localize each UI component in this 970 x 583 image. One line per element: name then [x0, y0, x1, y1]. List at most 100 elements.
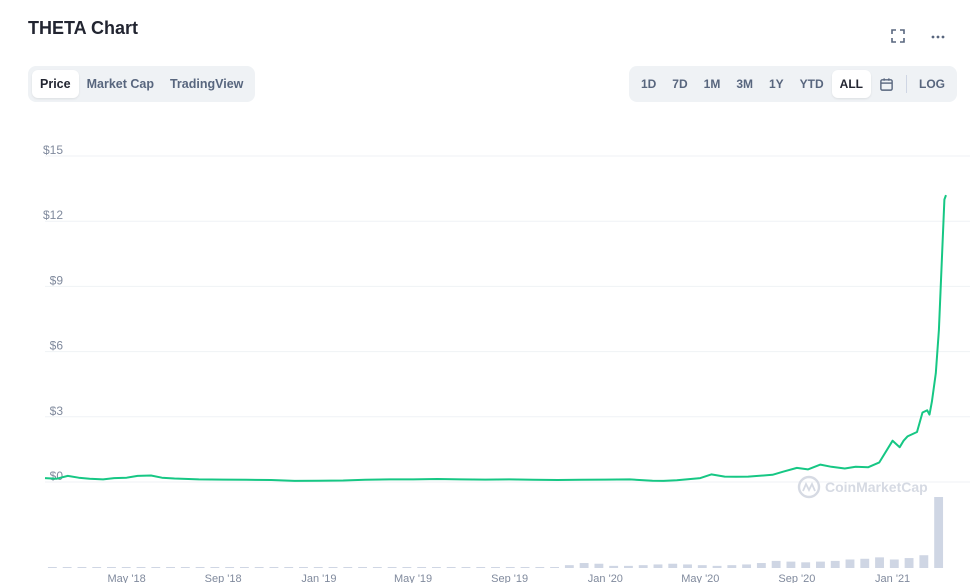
volume-bar	[535, 567, 545, 568]
volume-bar	[875, 557, 884, 568]
volume-bar	[239, 567, 249, 568]
coinmarketcap-watermark: CoinMarketCap	[797, 475, 928, 499]
volume-bar	[269, 567, 279, 568]
tab-price[interactable]: Price	[32, 70, 79, 98]
volume-bar	[491, 567, 500, 568]
volume-bar	[889, 559, 899, 568]
y-tick-label: $12	[43, 208, 63, 222]
volume-bar	[121, 567, 131, 568]
range-divider	[906, 75, 907, 93]
x-tick-label: May '18	[108, 573, 146, 583]
more-icon-glyph	[931, 35, 945, 39]
x-tick-label: Sep '18	[205, 573, 242, 583]
x-tick-label: Sep '20	[778, 573, 815, 583]
y-tick-label: $9	[50, 273, 64, 287]
time-range-selector: 1D 7D 1M 3M 1Y YTD ALL LOG	[628, 66, 957, 102]
x-tick-label: Jan '20	[588, 573, 623, 583]
volume-bars	[47, 497, 944, 568]
x-tick-label: Sep '19	[491, 573, 528, 583]
volume-bar	[328, 567, 338, 568]
volume-bar	[431, 567, 441, 568]
volume-bar	[742, 564, 752, 568]
x-tick-label: May '20	[681, 573, 719, 583]
volume-bar	[624, 565, 633, 568]
volume-bar	[830, 560, 840, 568]
volume-bar	[372, 567, 382, 568]
volume-bar	[934, 497, 944, 568]
range-all[interactable]: ALL	[831, 70, 871, 98]
volume-bar	[845, 559, 855, 568]
tab-market-cap[interactable]: Market Cap	[86, 77, 154, 91]
y-axis: $0 $3 $6 $9 $12 $15	[43, 143, 63, 483]
volume-bar	[62, 567, 72, 568]
volume-bar	[313, 567, 323, 568]
chart-type-tabs: Price Market Cap TradingView	[28, 66, 256, 102]
volume-bar	[727, 565, 737, 568]
volume-bar	[697, 565, 707, 568]
x-tick-label: Jan '21	[875, 573, 910, 583]
volume-bar	[668, 563, 678, 568]
chart-title: THETA Chart	[28, 18, 138, 38]
volume-bar	[904, 558, 914, 568]
x-tick-label: Jan '19	[301, 573, 336, 583]
range-3m[interactable]: 3M	[736, 77, 753, 91]
volume-bar	[136, 567, 146, 568]
price-line	[44, 194, 947, 482]
coinmarketcap-logo-icon	[797, 475, 821, 499]
volume-bar	[860, 558, 870, 568]
volume-bar	[801, 562, 811, 568]
volume-bar	[579, 563, 589, 568]
volume-bar	[195, 567, 205, 568]
volume-bar	[638, 565, 648, 568]
range-1y[interactable]: 1Y	[768, 77, 784, 91]
volume-bar	[683, 564, 692, 568]
volume-bar	[254, 567, 264, 568]
volume-bar	[299, 567, 308, 568]
volume-bar	[358, 567, 367, 568]
watermark-text: CoinMarketCap	[825, 479, 928, 495]
x-axis: May '18 Sep '18 Jan '19 May '19 Sep '19 Jan '…	[108, 573, 911, 583]
volume-bar	[107, 567, 116, 568]
expand-icon-glyph	[891, 29, 905, 43]
range-1d[interactable]: 1D	[640, 77, 657, 91]
volume-bar	[166, 567, 175, 568]
volume-bar	[550, 567, 560, 568]
volume-bar	[47, 567, 57, 568]
volume-bar	[387, 567, 397, 568]
chart-grid	[45, 155, 970, 483]
volume-bar	[461, 567, 471, 568]
volume-bar	[77, 567, 87, 568]
volume-bar	[402, 567, 412, 568]
more-icon[interactable]	[927, 25, 949, 47]
volume-bar	[594, 563, 604, 568]
log-scale-toggle[interactable]: LOG	[919, 77, 945, 91]
volume-bar	[284, 567, 294, 568]
volume-bar	[92, 567, 102, 568]
volume-bar	[653, 564, 663, 568]
volume-bar	[343, 567, 353, 568]
y-tick-label: $0	[50, 469, 64, 483]
volume-bar	[712, 565, 722, 568]
y-tick-label: $3	[50, 404, 64, 418]
volume-bar	[520, 567, 530, 568]
volume-bar	[756, 563, 766, 568]
volume-bar	[476, 567, 486, 568]
volume-bar	[210, 567, 220, 568]
volume-bar	[609, 565, 619, 568]
volume-bar	[816, 561, 825, 568]
y-tick-label: $15	[43, 143, 63, 157]
expand-icon[interactable]	[887, 25, 909, 47]
volume-bar	[151, 567, 161, 568]
volume-bar	[505, 567, 515, 568]
calendar-icon[interactable]	[871, 70, 902, 98]
tab-tradingview[interactable]: TradingView	[169, 77, 244, 91]
range-ytd[interactable]: YTD	[799, 77, 824, 91]
range-1m[interactable]: 1M	[703, 77, 721, 91]
range-7d[interactable]: 7D	[672, 77, 688, 91]
volume-bar	[771, 560, 781, 568]
volume-bar	[225, 567, 235, 568]
volume-bar	[919, 555, 929, 568]
calendar-icon-glyph	[880, 77, 893, 91]
volume-bar	[786, 561, 796, 568]
